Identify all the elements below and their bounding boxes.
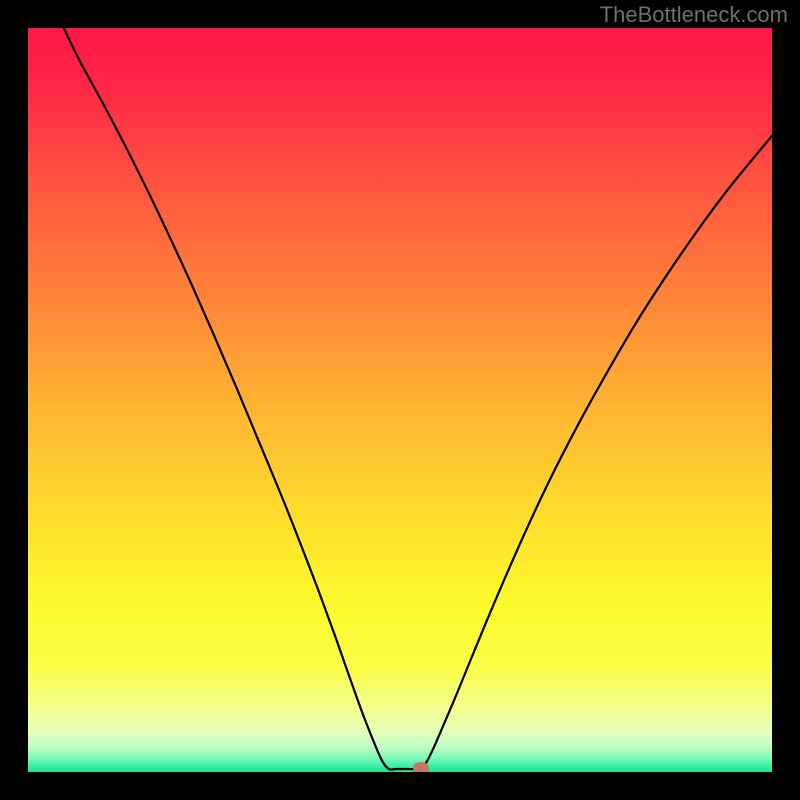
watermark-text: TheBottleneck.com (600, 2, 788, 28)
plot-area (28, 28, 772, 772)
minimum-marker (413, 762, 429, 772)
bottleneck-curve (28, 28, 772, 772)
